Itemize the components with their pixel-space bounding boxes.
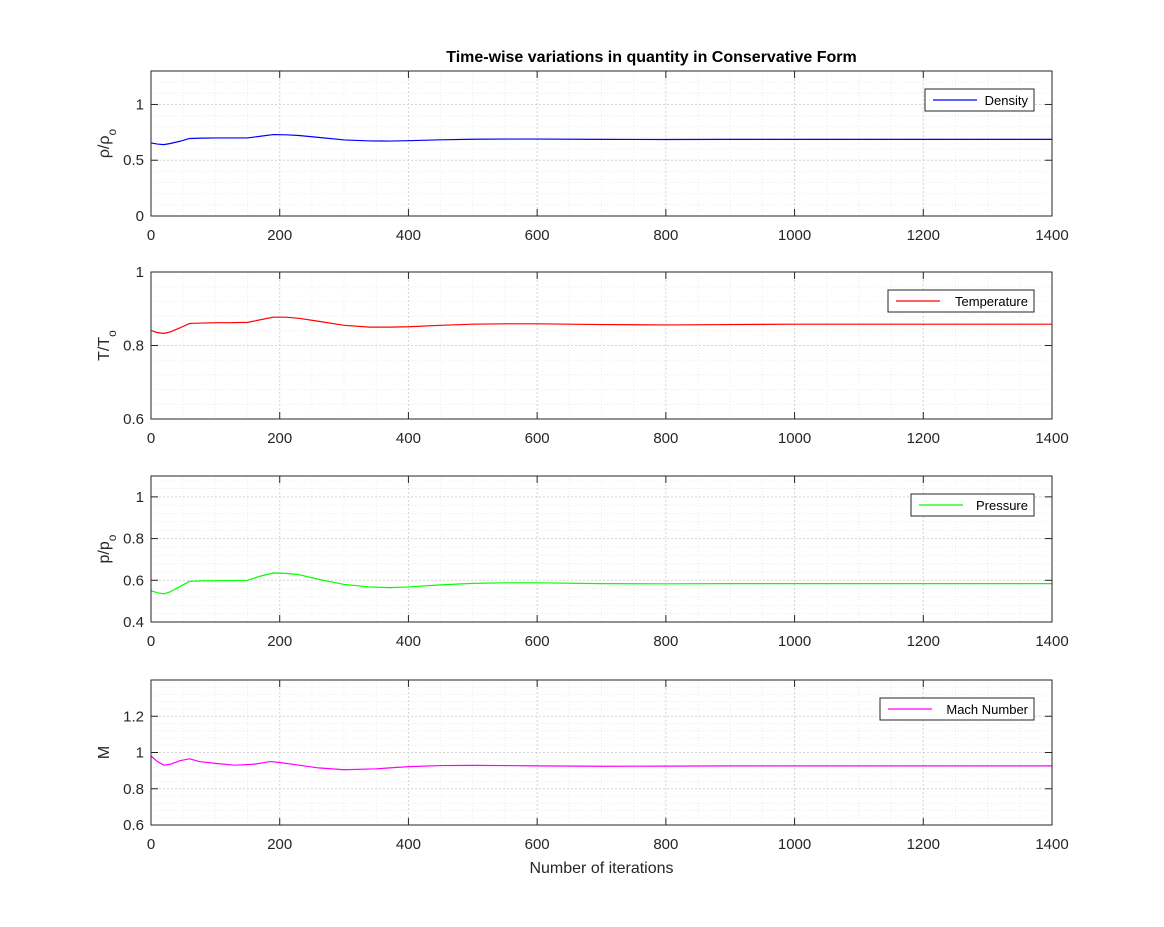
- x-tick-label: 1000: [778, 430, 811, 447]
- x-tick-label: 1400: [1035, 633, 1068, 650]
- legend: Pressure: [910, 493, 1035, 517]
- x-tick-label: 1400: [1035, 227, 1068, 244]
- x-tick-label: 1000: [778, 633, 811, 650]
- x-tick-label: 400: [396, 633, 421, 650]
- legend-label: Mach Number: [946, 702, 1028, 717]
- x-tick-label: 400: [396, 836, 421, 853]
- axes-box: [150, 70, 1053, 217]
- x-tick-label: 600: [525, 836, 550, 853]
- y-tick-label: 0.6: [123, 572, 144, 589]
- chart-title: Time-wise variations in quantity in Cons…: [446, 49, 856, 66]
- x-tick-label: 1200: [907, 836, 940, 853]
- x-tick-label: 600: [525, 227, 550, 244]
- y-tick-label: 0.4: [123, 614, 144, 631]
- x-tick-label: 800: [653, 836, 678, 853]
- x-tick-label: 0: [147, 836, 155, 853]
- y-tick-label: 0.5: [123, 152, 144, 169]
- x-tick-label: 400: [396, 430, 421, 447]
- x-tick-label: 0: [147, 633, 155, 650]
- x-tick-label: 1000: [778, 227, 811, 244]
- y-axis-label: T/To: [96, 330, 119, 361]
- y-tick-label: 1: [136, 96, 144, 113]
- legend-box: [910, 493, 1035, 517]
- subplot-2: 0 200 400 600 800 1000 1200 1400 0.6 0.8 1 T/To Temp…: [96, 264, 1069, 447]
- x-tick-label: 800: [653, 227, 678, 244]
- x-tick-label: 1200: [907, 430, 940, 447]
- legend-box: [887, 289, 1035, 313]
- x-tick-label: 200: [267, 227, 292, 244]
- grid: [150, 271, 1053, 420]
- y-tick-label: 1.2: [123, 708, 144, 725]
- subplot-1: 0 200 400 600 800 1000 1200 1400 0 0.5 1 ρ/ρo Time-w…: [96, 49, 1069, 244]
- legend: Temperature: [887, 289, 1035, 313]
- x-tick-label: 800: [653, 430, 678, 447]
- legend-box: [879, 697, 1035, 721]
- legend-label: Density: [985, 93, 1029, 108]
- legend-box: [924, 88, 1035, 112]
- subplot-3: 0 200 400 600 800 1000 1200 1400 0.4 0.6 0.8 1 p/po P…: [96, 475, 1069, 650]
- series-line-pressure: [150, 572, 1052, 595]
- series-line-mach-number: [150, 755, 1052, 771]
- y-tick-label: 0: [136, 208, 144, 225]
- x-tick-label: 600: [525, 430, 550, 447]
- legend-label: Pressure: [976, 498, 1028, 513]
- y-tick-label: 0.8: [123, 531, 144, 548]
- x-tick-label: 200: [267, 836, 292, 853]
- y-tick-label: 0.6: [123, 411, 144, 428]
- grid: [150, 70, 1053, 217]
- grid: [150, 679, 1053, 826]
- series-line-temperature: [150, 316, 1052, 334]
- x-tick-label: 1000: [778, 836, 811, 853]
- x-tick-label: 600: [525, 633, 550, 650]
- legend: Density: [924, 88, 1035, 112]
- x-tick-label: 400: [396, 227, 421, 244]
- x-tick-label: 1200: [907, 227, 940, 244]
- legend: Mach Number: [879, 697, 1035, 721]
- x-tick-label: 800: [653, 633, 678, 650]
- y-axis-label: ρ/ρo: [96, 129, 119, 159]
- y-tick-label: 1: [136, 745, 144, 762]
- y-tick-label: 0.6: [123, 817, 144, 834]
- x-tick-label: 0: [147, 430, 155, 447]
- y-tick-label: 0.8: [123, 781, 144, 798]
- series-line-density: [150, 133, 1052, 146]
- axes-box: [150, 475, 1053, 623]
- x-tick-label: 200: [267, 633, 292, 650]
- x-tick-label: 1400: [1035, 836, 1068, 853]
- y-axis-label: M: [96, 746, 113, 759]
- subplot-4: 0 200 400 600 800 1000 1200 1400 0.6 0.8 1 1.2 M Numb…: [96, 679, 1069, 877]
- x-tick-label: 200: [267, 430, 292, 447]
- y-tick-label: 0.8: [123, 338, 144, 355]
- x-axis-label: Number of iterations: [529, 860, 673, 877]
- y-tick-label: 1: [136, 264, 144, 281]
- y-tick-label: 1: [136, 489, 144, 506]
- legend-label: Temperature: [955, 294, 1028, 309]
- x-tick-label: 0: [147, 227, 155, 244]
- y-axis-label: p/po: [96, 534, 119, 563]
- x-tick-label: 1200: [907, 633, 940, 650]
- x-tick-label: 1400: [1035, 430, 1068, 447]
